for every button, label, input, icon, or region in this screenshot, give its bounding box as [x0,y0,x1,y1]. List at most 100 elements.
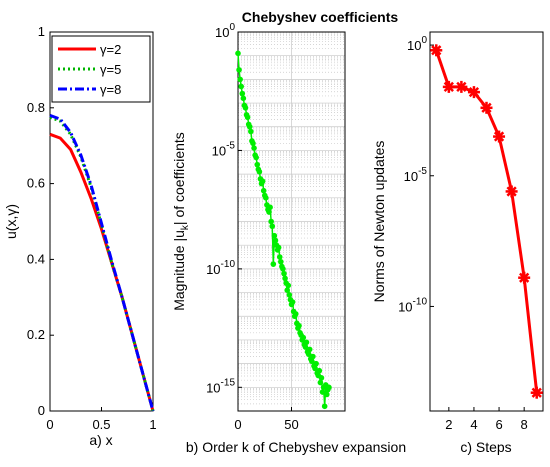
star-stroke [468,86,480,98]
y-axis-label: Norms of Newton updates [371,141,387,303]
coefficient-point [289,299,296,305]
star-stroke [506,186,517,197]
x-tick-label: 8 [521,417,528,432]
coefficient-point [271,232,278,239]
coefficient-point [316,367,323,374]
x-tick-label: 4 [470,417,477,432]
star-stroke [431,45,442,56]
coefficient-point [267,204,273,211]
y-axis-label: u(x,γ) [3,204,19,239]
coefficient-point [310,353,316,360]
y-tick-label: 0.8 [27,100,45,115]
y-tick-label: 0.2 [27,327,45,342]
newton-update-point [467,86,480,99]
y-tick-label: 0.4 [27,251,45,266]
star-stroke [519,272,530,283]
coefficient-point [309,358,315,365]
coefficient-point [251,145,257,151]
coefficient-point [238,83,245,90]
legend-label: γ=2 [100,42,121,57]
coefficient-point [313,360,319,367]
coefficient-point [286,292,293,298]
y-tick-label: 10-5 [404,166,428,184]
star-stroke [493,131,505,142]
figure-title: Chebyshev coefficients [242,9,399,25]
coefficient-point [319,389,326,395]
coefficient-point [281,270,287,277]
coefficient-point [242,105,249,111]
coefficient-point [248,128,254,135]
y-tick-label: 0.6 [27,176,45,191]
star-stroke [443,81,454,93]
x-tick-label: 2 [445,417,452,432]
x-axis-label: b) Order k of Chebyshev expansion [186,439,406,455]
newton-update-point [505,185,518,198]
legend-box [51,35,151,103]
coefficient-point [300,334,307,341]
y-tick-label: 10-15 [206,377,235,395]
coefficient-point [317,379,324,386]
coefficient-point [303,339,310,346]
coefficient-point [260,187,267,194]
coefficient-point [236,67,242,73]
x-tick-label: 0.5 [92,417,110,432]
legend-label: γ=8 [100,82,121,97]
x-axis-label: a) x [89,432,112,448]
coefficient-point [305,351,312,357]
coefficient-point [268,218,274,225]
newton-update-point [480,101,493,114]
coefficient-point [280,266,286,272]
newton-update-point [530,386,543,399]
series-line-gamma-0 [49,132,155,412]
x-tick-label: 0 [234,417,241,432]
coefficient-point [256,168,263,175]
coefficient-point [272,237,279,244]
coefficient-point [306,346,313,353]
x-axis-label: c) Steps [460,439,511,455]
y-tick-label: 10-10 [206,259,235,277]
newton-update-point [442,80,455,93]
coefficient-point [276,254,283,260]
coefficient-point [296,322,302,329]
coefficient-point [284,287,291,293]
y-tick-label: 100 [215,22,235,40]
coefficient-point [285,282,292,289]
star-stroke [531,387,542,398]
series-line-gamma-1 [49,115,155,412]
star-stroke [456,81,467,93]
newton-update-point [518,271,531,284]
x-tick-label: 0 [46,417,53,432]
x-tick-label: 50 [284,417,298,432]
coefficient-point [254,161,261,168]
newton-update-line [434,49,539,393]
coefficient-point [253,154,259,161]
coefficient-point [239,90,246,97]
star-stroke [481,102,492,113]
y-tick-label: 100 [407,35,427,53]
x-tick-label: 6 [495,417,502,432]
series-line-gamma-2 [49,113,155,412]
y-tick-label: 0 [38,403,45,418]
coefficient-point [240,95,247,102]
coefficient-point [244,114,251,121]
coefficient-point [282,275,288,282]
coefficient-point [278,258,284,265]
y-tick-label: 1 [38,24,45,39]
y-tick-label: 10-10 [398,296,427,314]
coefficient-point [259,178,266,185]
panel-b-coefficients: 100 10-5 10-10 10-15 0 50 b) Order k of Chebys… [171,22,406,455]
y-tick-label: 10-5 [212,140,236,158]
coefficient-point [237,76,243,83]
coefficient-point [235,50,241,57]
panel-c-frame [429,31,544,412]
x-tick-label: 1 [149,417,156,432]
coefficient-point [269,223,276,230]
y-axis-label: Magnitude |uk| of coefficients [171,132,191,311]
coefficient-point [292,311,299,317]
coefficient-point [302,344,309,350]
newton-update-point [430,44,443,57]
coefficient-point [321,403,328,410]
legend-label: γ=5 [100,62,121,77]
coefficient-point [266,209,272,215]
